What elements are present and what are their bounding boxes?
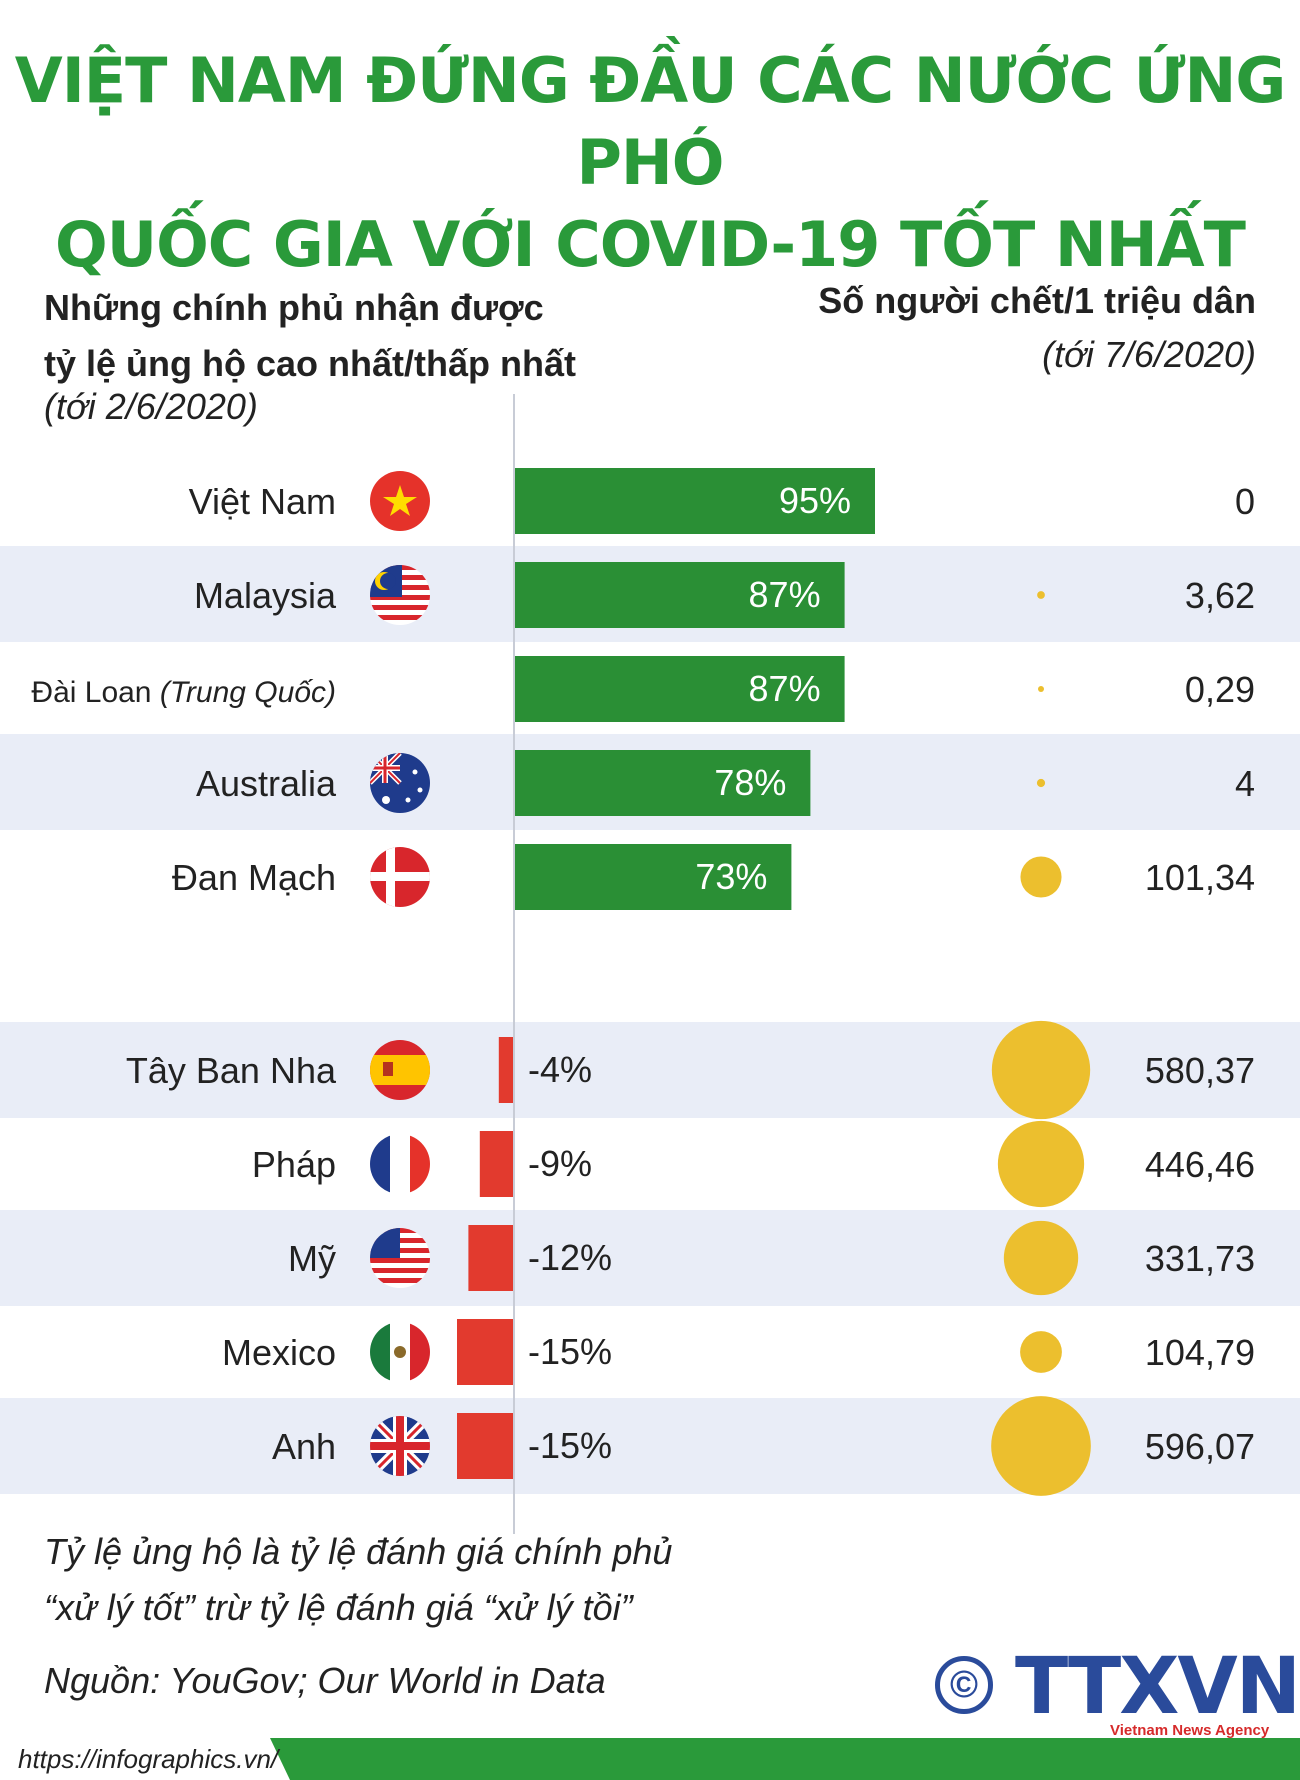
death-rate-label: 104,79: [1145, 1332, 1255, 1373]
left-header-date: (tới 2/6/2020): [44, 386, 258, 427]
death-rate-bubble: [997, 1120, 1085, 1208]
country-label-suffix: (Trung Quốc): [152, 676, 337, 709]
row-band: [0, 1210, 1300, 1306]
approval-bar: [457, 1413, 514, 1479]
approval-bar-label: -9%: [528, 1143, 592, 1184]
approval-bar: [514, 656, 845, 722]
country-label: Việt Nam: [189, 481, 336, 522]
denmark-flag-icon: [370, 847, 430, 907]
title-line-2: QUỐC GIA VỚI COVID-19 TỐT NHẤT: [55, 208, 1246, 281]
death-rate-label: 580,37: [1145, 1050, 1255, 1091]
footnote-line-1: Tỷ lệ ủng hộ là tỷ lệ đánh giá chính phủ: [44, 1531, 673, 1572]
spain-flag-icon: [370, 1040, 430, 1100]
death-rate-bubble: [1038, 686, 1044, 692]
source-note: Nguồn: YouGov; Our World in Data: [44, 1660, 606, 1701]
left-column-header: Những chính phủ nhận được tỷ lệ ủng hộ c…: [44, 280, 576, 392]
approval-bar: [514, 750, 811, 816]
death-rate-label: 101,34: [1145, 857, 1255, 898]
approval-bar-label: 87%: [749, 668, 821, 709]
approval-bar: [457, 1319, 514, 1385]
approval-bar: [514, 844, 792, 910]
left-header-line-1: Những chính phủ nhận được: [44, 287, 544, 328]
country-label: Đan Mạch: [172, 857, 336, 898]
approval-bar: [514, 562, 845, 628]
death-rate-label: 0: [1235, 481, 1255, 522]
death-rate-bubble: [1003, 1220, 1079, 1296]
right-header-date: (tới 7/6/2020): [1042, 334, 1256, 375]
logo-text: TTXVN: [1015, 1642, 1300, 1732]
footer-url-link[interactable]: https://infographics.vn/: [18, 1744, 279, 1774]
malaysia-flag-icon: [370, 565, 430, 625]
country-label: Tây Ban Nha: [126, 1050, 337, 1091]
country-label: Pháp: [252, 1144, 336, 1185]
death-rate-label: 3,62: [1185, 575, 1255, 616]
death-rate-bubble: [991, 1396, 1091, 1496]
death-rate-label: 0,29: [1185, 669, 1255, 710]
approval-bar: [479, 1131, 514, 1197]
logo-subtitle: Vietnam News Agency: [1110, 1722, 1270, 1739]
copyright-icon: ©: [935, 1656, 993, 1714]
country-label: Mexico: [222, 1332, 336, 1373]
footnote-line-2: “xử lý tốt” trừ tỷ lệ đánh giá “xử lý tồ…: [44, 1587, 633, 1628]
approval-bar-label: 78%: [714, 762, 786, 803]
death-rate-bubble: [1020, 1331, 1062, 1373]
death-rate-bubble: [1037, 591, 1045, 599]
death-rate-label: 596,07: [1145, 1426, 1255, 1467]
approval-bar: [498, 1037, 514, 1103]
footer-tab: [0, 1738, 290, 1780]
death-rate-bubble: [991, 1020, 1091, 1120]
title-line-1: VIỆT NAM ĐỨNG ĐẦU CÁC NƯỚC ỨNG PHÓ: [14, 44, 1287, 199]
france-flag-icon: [370, 1134, 430, 1194]
approval-bar: [514, 468, 875, 534]
footnote: Tỷ lệ ủng hộ là tỷ lệ đánh giá chính phủ…: [44, 1524, 672, 1636]
country-label: Anh: [272, 1426, 336, 1467]
death-rate-label: 4: [1235, 763, 1255, 804]
approval-chart: Việt Nam 95% 0 Malaysia 87% 3,62 Đài Loan (Tru…: [31, 468, 1255, 1496]
country-label: Malaysia: [194, 575, 337, 616]
vietnam-flag-icon: [370, 471, 430, 531]
death-rate-bubble: [1020, 856, 1062, 898]
right-column-header: Số người chết/1 triệu dân: [818, 280, 1256, 321]
approval-bar-label: -4%: [528, 1049, 592, 1090]
left-header-line-2: tỷ lệ ủng hộ cao nhất/thấp nhất: [44, 343, 577, 384]
usa-flag-icon: [370, 1228, 430, 1288]
page-title: VIỆT NAM ĐỨNG ĐẦU CÁC NƯỚC ỨNG PHÓ QUỐC …: [0, 40, 1300, 286]
approval-bar-label: -15%: [528, 1425, 612, 1466]
approval-bar-label: 95%: [779, 480, 851, 521]
approval-bar-label: 73%: [695, 856, 767, 897]
approval-bar-label: -15%: [528, 1331, 612, 1372]
death-rate-label: 446,46: [1145, 1144, 1255, 1185]
country-label: Đài Loan (Trung Quốc): [31, 676, 336, 709]
mexico-flag-icon: [370, 1322, 430, 1382]
country-label: Australia: [196, 763, 337, 804]
approval-bar-label: 87%: [749, 574, 821, 615]
australia-flag-icon: [370, 753, 430, 813]
approval-bar-label: -12%: [528, 1237, 612, 1278]
country-label: Mỹ: [288, 1238, 336, 1279]
uk-flag-icon: [370, 1416, 430, 1476]
death-rate-bubble: [1036, 778, 1046, 788]
zero-axis: [513, 394, 515, 1534]
approval-bar: [468, 1225, 514, 1291]
ttxvn-logo: © TTXVN Vietnam News Agency: [935, 1642, 1300, 1740]
death-rate-label: 331,73: [1145, 1238, 1255, 1279]
